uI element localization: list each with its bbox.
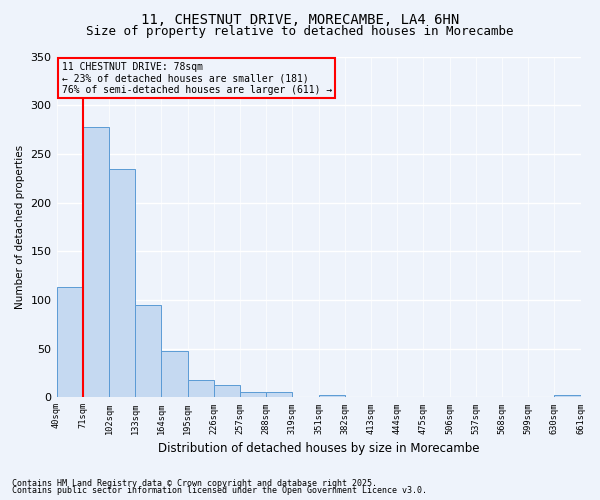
Text: Contains HM Land Registry data © Crown copyright and database right 2025.: Contains HM Land Registry data © Crown c… xyxy=(12,478,377,488)
Bar xyxy=(554,396,581,398)
Bar xyxy=(188,380,214,398)
X-axis label: Distribution of detached houses by size in Morecambe: Distribution of detached houses by size … xyxy=(158,442,479,455)
Bar xyxy=(109,170,135,398)
Text: Size of property relative to detached houses in Morecambe: Size of property relative to detached ho… xyxy=(86,25,514,38)
Text: 11, CHESTNUT DRIVE, MORECAMBE, LA4 6HN: 11, CHESTNUT DRIVE, MORECAMBE, LA4 6HN xyxy=(141,12,459,26)
Y-axis label: Number of detached properties: Number of detached properties xyxy=(15,145,25,309)
Bar xyxy=(135,305,161,398)
Bar xyxy=(214,384,240,398)
Text: 11 CHESTNUT DRIVE: 78sqm
← 23% of detached houses are smaller (181)
76% of semi-: 11 CHESTNUT DRIVE: 78sqm ← 23% of detach… xyxy=(62,62,332,95)
Bar xyxy=(161,350,188,398)
Bar xyxy=(266,392,292,398)
Bar xyxy=(83,126,109,398)
Bar xyxy=(319,396,345,398)
Bar xyxy=(56,288,83,398)
Text: Contains public sector information licensed under the Open Government Licence v3: Contains public sector information licen… xyxy=(12,486,427,495)
Bar xyxy=(240,392,266,398)
